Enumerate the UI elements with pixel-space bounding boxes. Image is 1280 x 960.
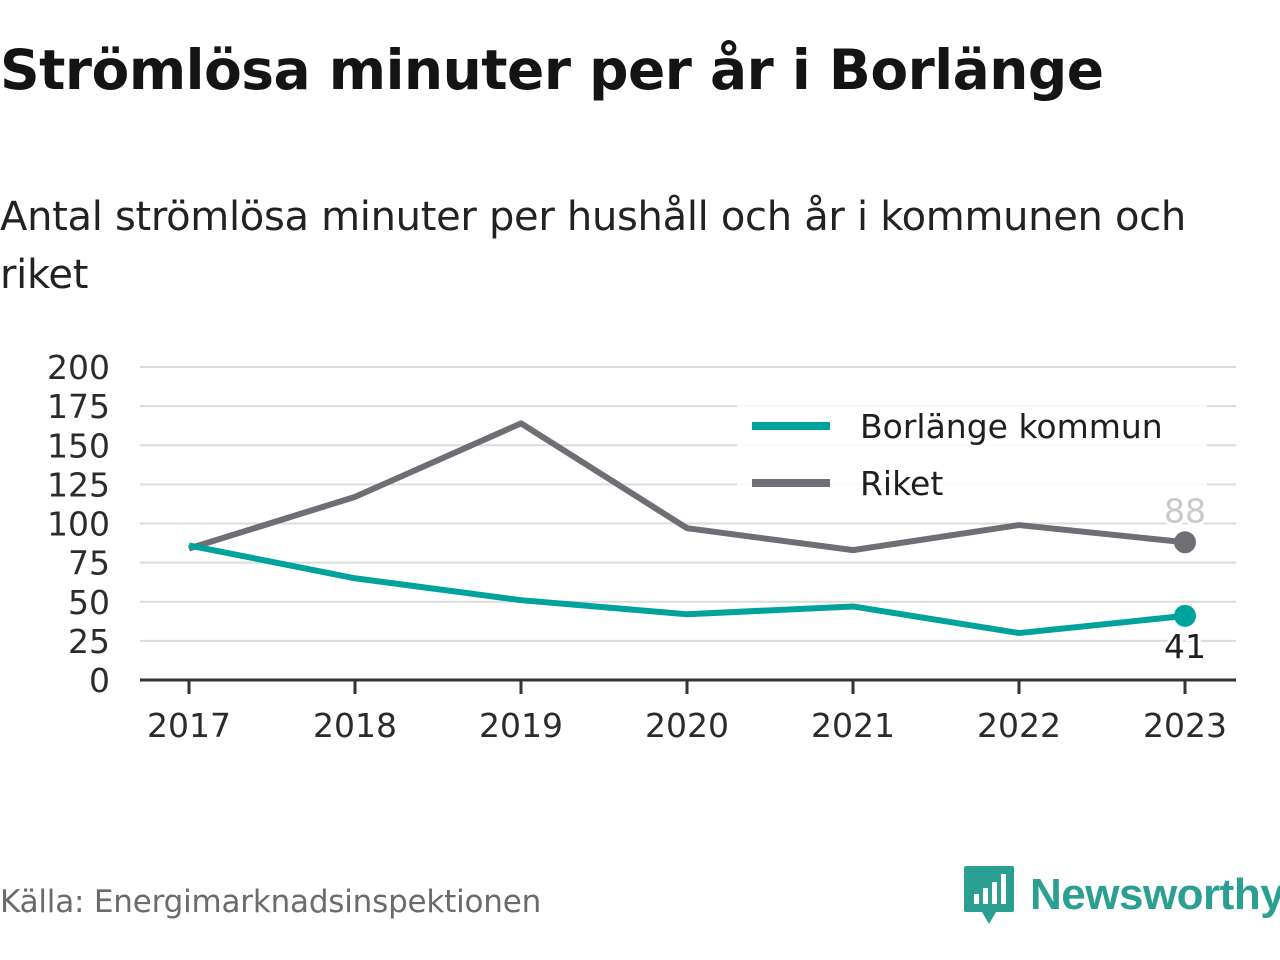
series-line-0: [188, 542, 1186, 637]
y-tick-label: 150: [47, 426, 110, 465]
y-tick-label: 200: [47, 348, 110, 387]
end-labels: 88 41: [1161, 488, 1209, 669]
y-tick-label: 75: [68, 544, 110, 583]
x-tick-label: 2021: [811, 706, 895, 745]
x-tick-label: 2018: [313, 706, 397, 745]
y-tick-label: 50: [68, 583, 110, 622]
x-tick-label: 2017: [147, 706, 231, 745]
end-point-0: [1174, 604, 1196, 627]
legend-label: Riket: [860, 464, 943, 503]
x-tick-label: 2022: [977, 706, 1061, 745]
y-tick-label: 25: [68, 622, 110, 661]
legend-background: [737, 403, 1207, 511]
x-tick-label: 2019: [479, 706, 563, 745]
x-tick-label: 2023: [1143, 706, 1227, 745]
legend: Borlänge kommun Riket: [737, 403, 1207, 511]
series-line-1: [188, 420, 1186, 554]
y-tick-label: 175: [47, 387, 110, 426]
chart-title: Strömlösa minuter per år i Borlänge: [0, 38, 1104, 102]
end-label-riket: 88: [1164, 491, 1206, 530]
y-tick-label: 125: [47, 465, 110, 504]
brand-name: Newsworthy: [1030, 870, 1280, 919]
end-point-1: [1174, 531, 1196, 554]
brand[interactable]: Newsworthy: [962, 862, 1280, 928]
series: [188, 420, 1196, 637]
y-tick-label: 100: [47, 505, 110, 544]
y-tick-label: 0: [89, 661, 110, 700]
legend-label: Borlänge kommun: [860, 407, 1163, 446]
end-label-borlange: 41: [1164, 627, 1206, 666]
newsworthy-logo-icon: [964, 866, 1014, 924]
x-tick-label: 2020: [645, 706, 729, 745]
chart-subtitle: Antal strömlösa minuter per hushåll och …: [0, 194, 1186, 298]
source-note: Källa: Energimarknadsinspektionen: [0, 884, 542, 920]
